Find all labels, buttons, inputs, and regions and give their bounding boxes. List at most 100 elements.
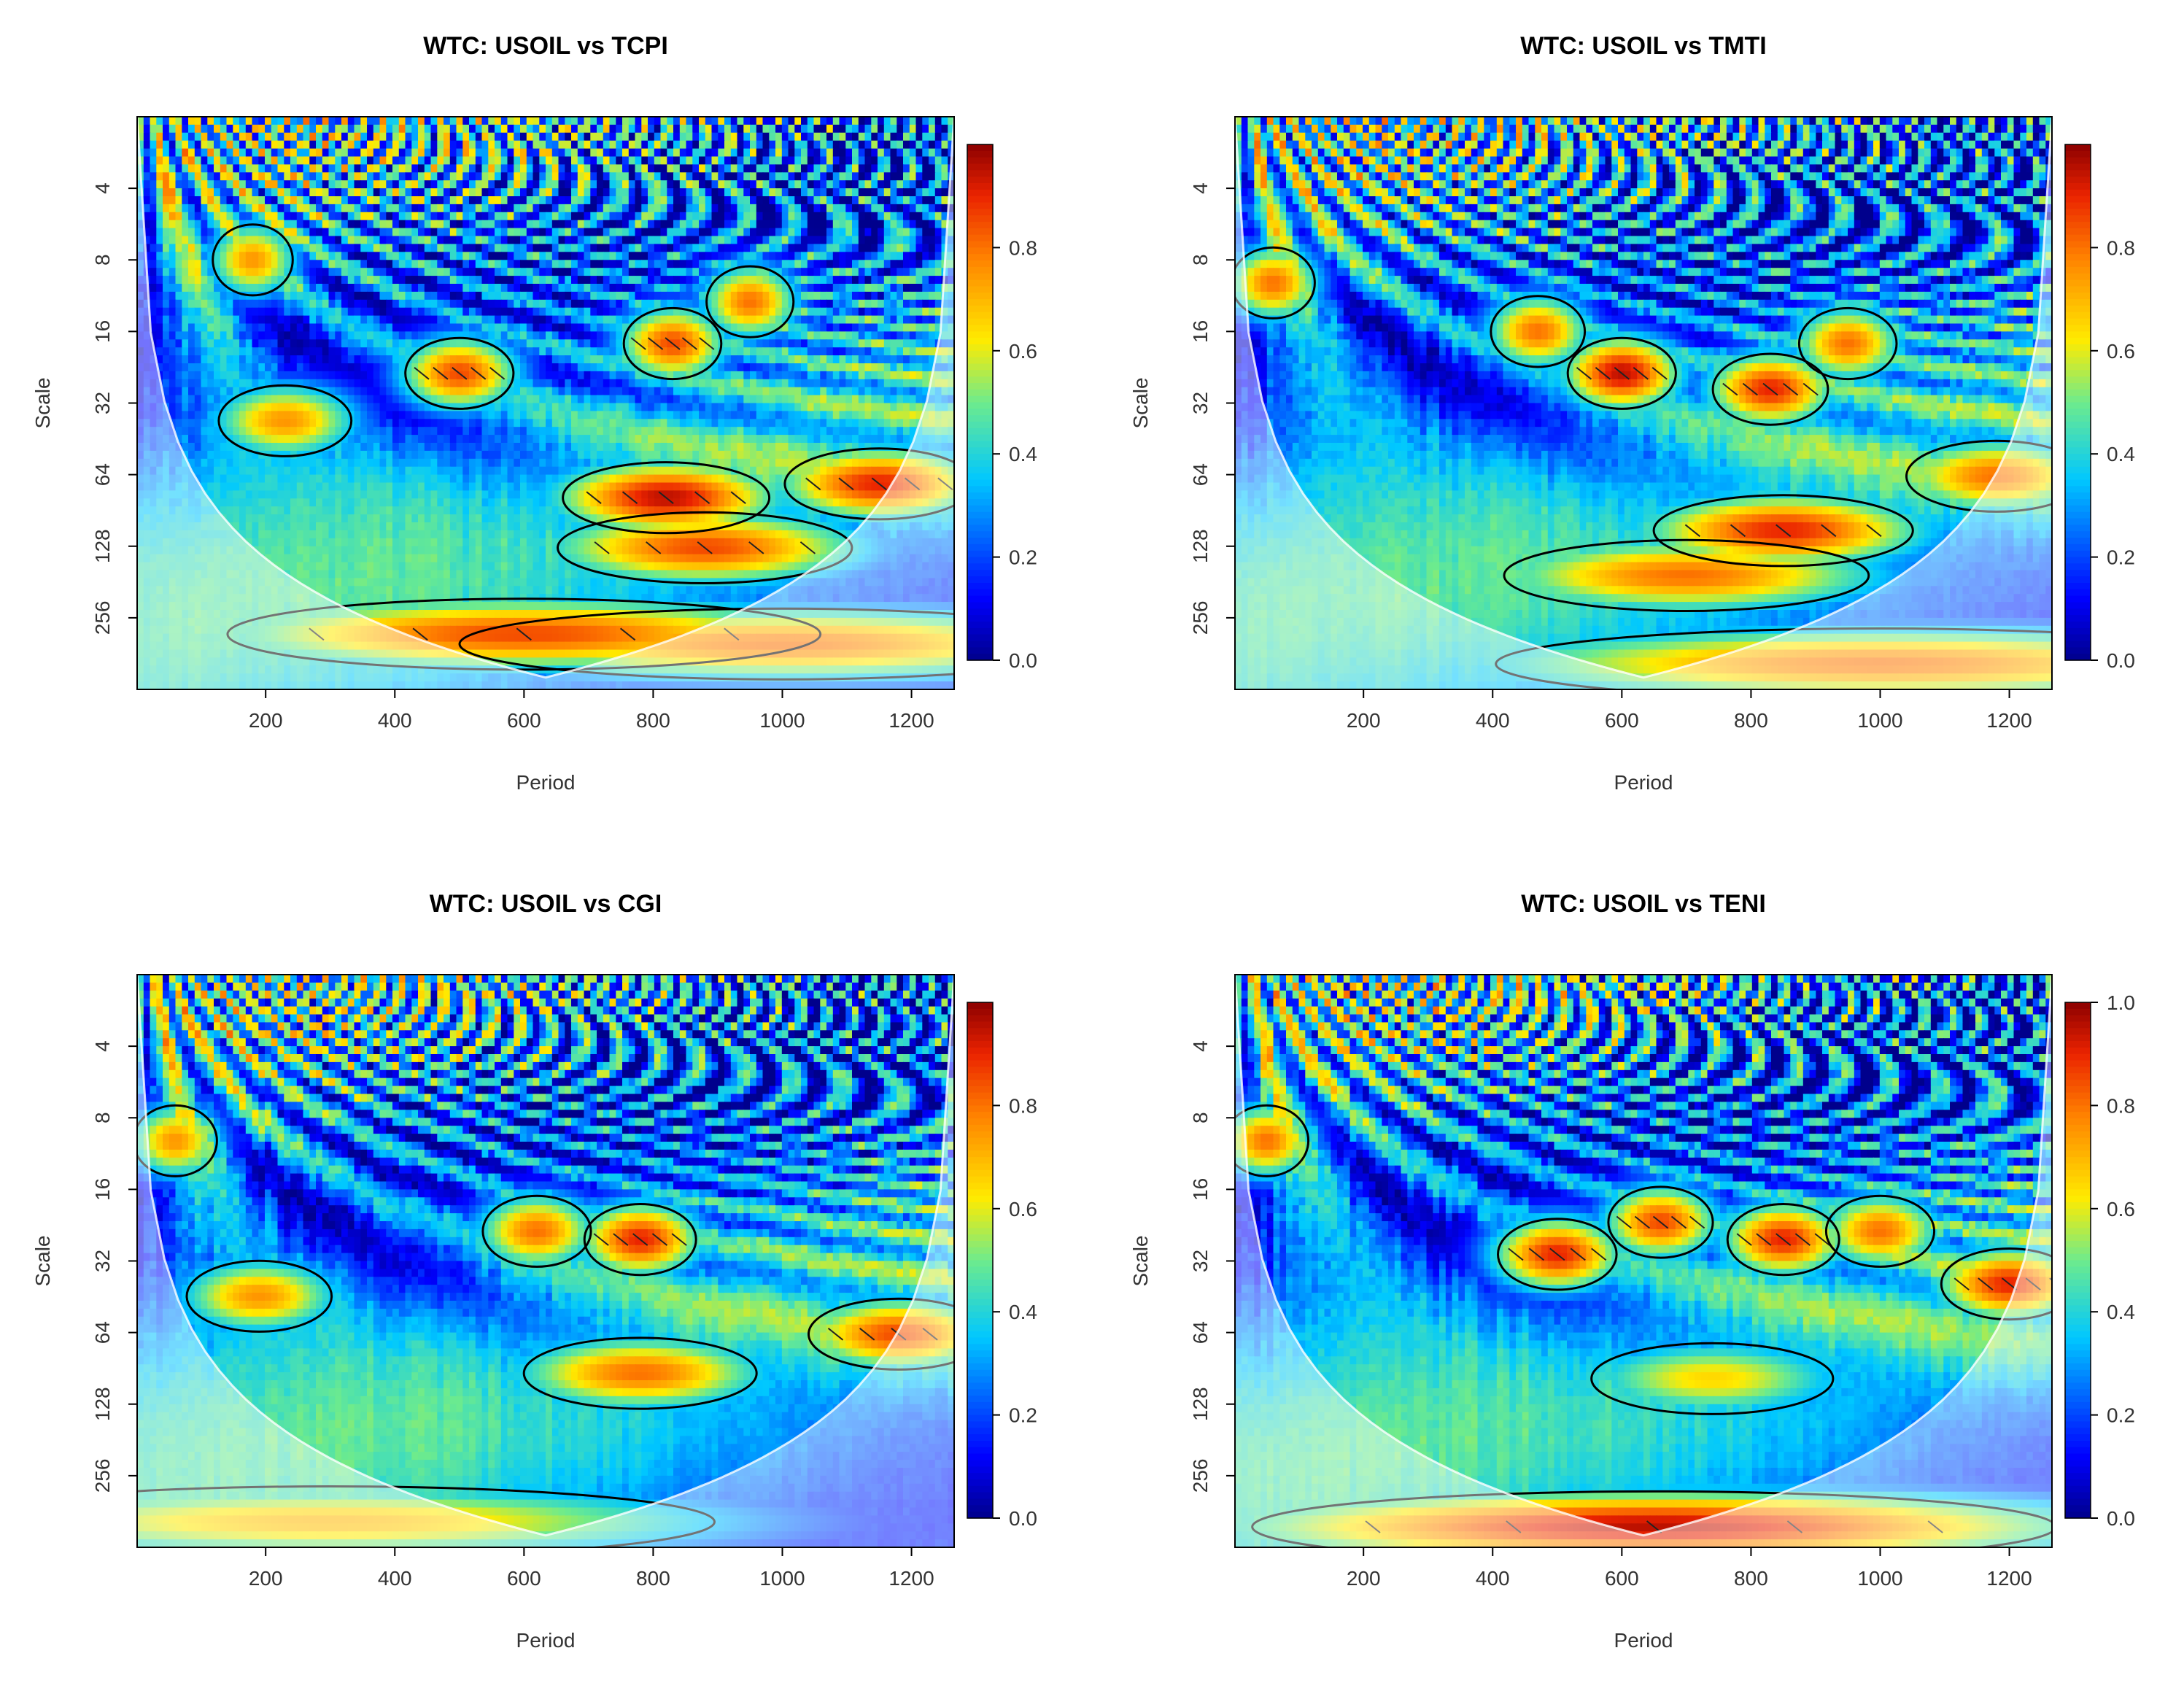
heatmap-cell bbox=[891, 331, 898, 340]
heatmap-cell bbox=[629, 204, 636, 213]
heatmap-cell bbox=[903, 180, 910, 189]
heatmap-cell bbox=[322, 141, 330, 150]
heatmap-cell bbox=[622, 403, 630, 412]
heatmap-cell bbox=[840, 164, 847, 173]
heatmap-cell bbox=[750, 411, 757, 419]
heatmap-cell bbox=[597, 141, 604, 150]
heatmap-cell bbox=[527, 316, 534, 325]
heatmap-cell bbox=[476, 347, 483, 356]
heatmap-cell bbox=[150, 308, 158, 317]
heatmap-cell bbox=[935, 157, 942, 166]
heatmap-cell bbox=[418, 196, 425, 205]
heatmap-cell bbox=[156, 196, 163, 205]
heatmap-cell bbox=[457, 117, 464, 125]
heatmap-cell bbox=[878, 236, 885, 245]
heatmap-cell bbox=[527, 324, 534, 333]
heatmap-cell bbox=[214, 172, 221, 181]
heatmap-cell bbox=[316, 188, 323, 197]
heatmap-cell bbox=[482, 260, 489, 268]
heatmap-cell bbox=[182, 292, 189, 301]
heatmap-cell bbox=[482, 157, 489, 166]
heatmap-cell bbox=[201, 212, 209, 221]
heatmap-cell bbox=[406, 292, 413, 301]
heatmap-cell bbox=[871, 355, 878, 364]
heatmap-cell bbox=[648, 419, 655, 427]
heatmap-cell bbox=[220, 331, 228, 340]
heatmap-cell bbox=[411, 117, 419, 125]
heatmap-cell bbox=[329, 292, 336, 301]
heatmap-cell bbox=[929, 308, 936, 317]
heatmap-cell bbox=[303, 292, 311, 301]
heatmap-cell bbox=[462, 252, 470, 260]
heatmap-cell bbox=[514, 419, 521, 427]
heatmap-cell bbox=[252, 268, 260, 276]
heatmap-cell bbox=[712, 419, 719, 427]
heatmap-cell bbox=[290, 419, 298, 427]
heatmap-cell bbox=[782, 355, 789, 364]
heatmap-cell bbox=[661, 387, 668, 396]
heatmap-cell bbox=[814, 268, 821, 276]
heatmap-cell bbox=[144, 196, 151, 205]
heatmap-cell bbox=[922, 252, 929, 260]
heatmap-cell bbox=[462, 236, 470, 245]
heatmap-cell bbox=[392, 196, 400, 205]
heatmap-cell bbox=[871, 117, 878, 125]
heatmap-cell bbox=[367, 371, 374, 380]
heatmap-cell bbox=[182, 316, 189, 325]
heatmap-cell bbox=[539, 236, 546, 245]
heatmap-cell bbox=[852, 395, 859, 404]
heatmap-cell bbox=[712, 244, 719, 252]
heatmap-cell bbox=[775, 300, 783, 309]
heatmap-cell bbox=[169, 157, 177, 166]
heatmap-cell bbox=[533, 403, 541, 412]
heatmap-cell bbox=[699, 172, 706, 181]
heatmap-cell bbox=[559, 331, 566, 340]
heatmap-cell bbox=[597, 212, 604, 221]
heatmap-cell bbox=[188, 347, 195, 356]
heatmap-cell bbox=[271, 355, 279, 364]
heatmap-cell bbox=[871, 260, 878, 268]
heatmap-cell bbox=[865, 308, 872, 317]
heatmap-cell bbox=[520, 236, 527, 245]
heatmap-cell bbox=[182, 204, 189, 213]
heatmap-cell bbox=[392, 363, 400, 372]
heatmap-cell bbox=[156, 252, 163, 260]
heatmap-cell bbox=[712, 196, 719, 205]
heatmap-cell bbox=[278, 308, 285, 317]
heatmap-cell bbox=[265, 355, 272, 364]
heatmap-cell bbox=[680, 387, 687, 396]
heatmap-cell bbox=[737, 268, 745, 276]
heatmap-cell bbox=[360, 172, 368, 181]
heatmap-cell bbox=[246, 411, 253, 419]
heatmap-cell bbox=[833, 292, 840, 301]
heatmap-cell bbox=[508, 300, 515, 309]
heatmap-cell bbox=[399, 180, 406, 189]
heatmap-cell bbox=[246, 363, 253, 372]
heatmap-cell bbox=[360, 371, 368, 380]
heatmap-cell bbox=[469, 117, 476, 125]
heatmap-cell bbox=[533, 172, 541, 181]
heatmap-cell bbox=[750, 236, 757, 245]
heatmap-cell bbox=[916, 276, 923, 285]
heatmap-cell bbox=[373, 268, 381, 276]
heatmap-cell bbox=[756, 284, 764, 293]
heatmap-cell bbox=[769, 180, 776, 189]
heatmap-cell bbox=[501, 403, 508, 412]
heatmap-cell bbox=[833, 260, 840, 268]
heatmap-cell bbox=[355, 117, 362, 125]
heatmap-cell bbox=[322, 339, 330, 348]
heatmap-cell bbox=[763, 125, 770, 134]
heatmap-cell bbox=[501, 363, 508, 372]
heatmap-cell bbox=[425, 331, 432, 340]
heatmap-cell bbox=[392, 411, 400, 419]
heatmap-cell bbox=[156, 133, 163, 142]
heatmap-cell bbox=[935, 252, 942, 260]
heatmap-cell bbox=[457, 180, 464, 189]
heatmap-cell bbox=[348, 395, 355, 404]
heatmap-cell bbox=[922, 363, 929, 372]
heatmap-cell bbox=[246, 395, 253, 404]
heatmap-cell bbox=[431, 355, 438, 364]
heatmap-cell bbox=[539, 363, 546, 372]
heatmap-cell bbox=[303, 252, 311, 260]
heatmap-cell bbox=[316, 236, 323, 245]
